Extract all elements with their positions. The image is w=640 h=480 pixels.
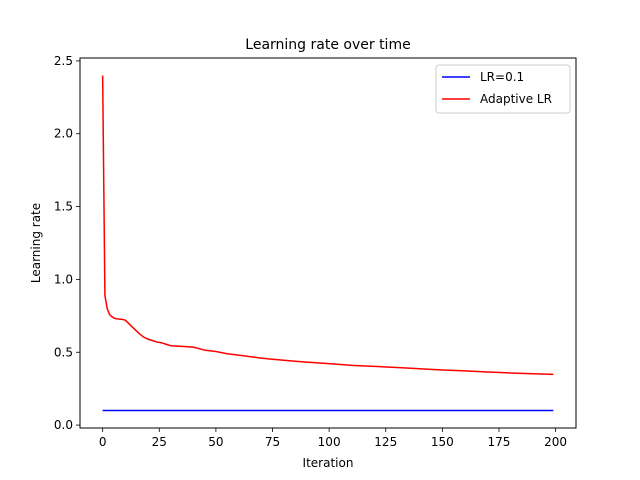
x-tick-label: 50 bbox=[208, 435, 223, 449]
x-tick-label: 75 bbox=[265, 435, 280, 449]
y-tick-label: 2.5 bbox=[54, 54, 73, 68]
legend-label-0: LR=0.1 bbox=[480, 70, 524, 84]
x-tick-label: 200 bbox=[544, 435, 567, 449]
y-axis-label: Learning rate bbox=[29, 203, 43, 283]
legend: LR=0.1 Adaptive LR bbox=[435, 64, 571, 114]
plot-frame bbox=[79, 57, 577, 429]
x-axis: 0 25 50 75 100 125 150 175 200 bbox=[99, 428, 567, 449]
x-tick-label: 175 bbox=[488, 435, 511, 449]
chart-title: Learning rate over time bbox=[245, 37, 410, 53]
y-tick-label: 2.0 bbox=[54, 127, 73, 141]
series-layer bbox=[101, 75, 554, 412]
y-axis: 0.0 0.5 1.0 1.5 2.0 2.5 bbox=[54, 54, 80, 432]
y-tick-label: 1.5 bbox=[54, 200, 73, 214]
series-line-1 bbox=[101, 75, 554, 376]
x-tick-label: 150 bbox=[431, 435, 454, 449]
y-tick-label: 0.5 bbox=[54, 345, 73, 359]
plot-area bbox=[80, 58, 576, 428]
y-tick-label: 1.0 bbox=[54, 272, 73, 286]
x-tick-label: 25 bbox=[152, 435, 167, 449]
x-tick-label: 125 bbox=[374, 435, 397, 449]
x-tick-label: 100 bbox=[318, 435, 341, 449]
x-axis-label: Iteration bbox=[303, 456, 354, 470]
x-tick-label: 0 bbox=[99, 435, 107, 449]
legend-label-1: Adaptive LR bbox=[480, 92, 552, 106]
y-tick-label: 0.0 bbox=[54, 418, 73, 432]
